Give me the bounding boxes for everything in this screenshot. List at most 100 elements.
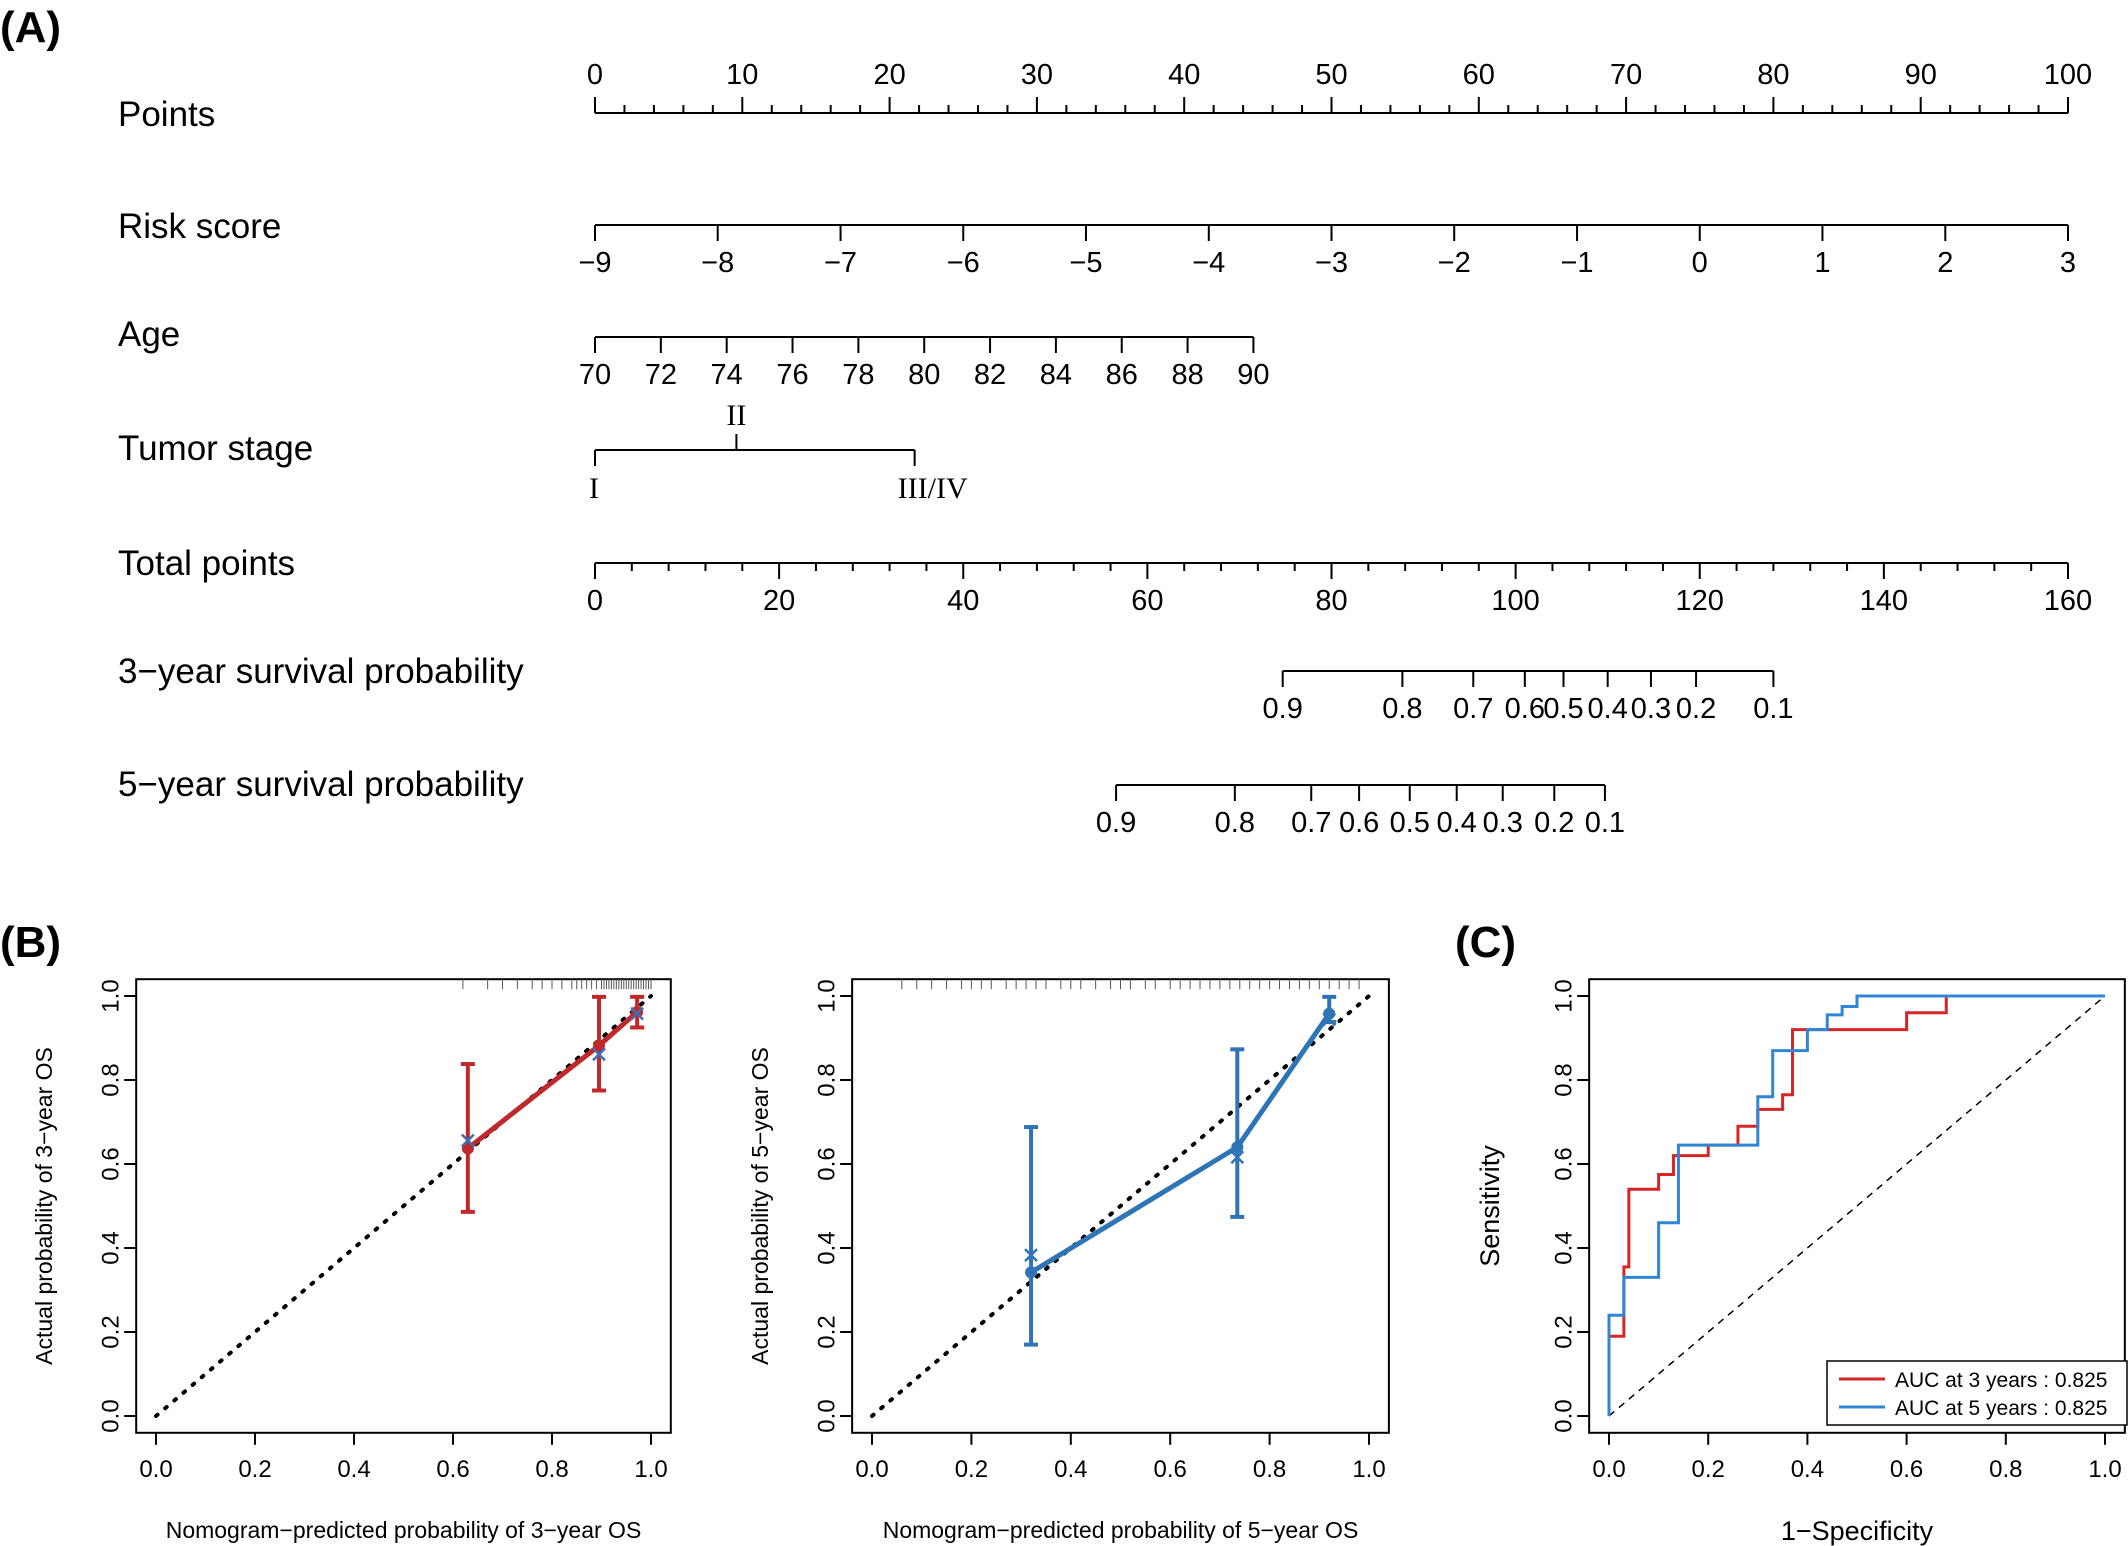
y-tick-label: 0.4: [813, 1231, 840, 1264]
nomogram-tick-label: −5: [1069, 247, 1102, 279]
nomogram-tick-label: 50: [1315, 59, 1347, 91]
y-axis-label: Actual probability of 5−year OS: [747, 1047, 773, 1365]
calibration-point: [593, 1039, 606, 1052]
nomogram-tick-label: 40: [947, 585, 979, 617]
nomogram-row-label: Total points: [118, 544, 295, 583]
nomogram-tick-label: 0.6: [1339, 807, 1379, 839]
y-tick-label: 0.0: [1551, 1399, 1578, 1432]
nomogram-tick-label: 60: [1463, 59, 1495, 91]
plot-frame: [1588, 978, 2126, 1434]
panel-label-a: (A): [0, 3, 61, 52]
nomogram-tick-label: II: [726, 399, 746, 432]
x-axis-label: Nomogram−predicted probability of 3−year…: [166, 1517, 642, 1543]
nomogram-tick-label: 100: [2044, 59, 2092, 91]
x-tick-label: 0.8: [1253, 1456, 1286, 1483]
nomogram-tick-label: 60: [1131, 585, 1163, 617]
nomogram-tick-label: 84: [1040, 359, 1072, 391]
nomogram-row-label: Age: [118, 315, 180, 354]
y-tick-label: 0.2: [98, 1315, 125, 1348]
legend-entry: AUC at 3 years : 0.825: [1895, 1369, 2107, 1392]
calibration-line: [466, 1010, 639, 1151]
nomogram-tick-label: 0.4: [1437, 807, 1477, 839]
nomogram-tick-label: 86: [1106, 359, 1138, 391]
reference-diagonal: [1608, 995, 2106, 1417]
x-tick-label: 0.2: [955, 1456, 988, 1483]
roc-panel: (C) 0.0 0.0 0.2 0.2 0.4 0.4 0.6 0.6 0.8 0.8 1.0 1.0…: [1455, 918, 2128, 1546]
nomogram-tick-label: 82: [974, 359, 1006, 391]
bias-corrected-mark: [1024, 1248, 1038, 1263]
roc-plot: 0.0 0.0 0.2 0.2 0.4 0.4 0.6 0.6 0.8 0.8 1.0 1.0 1−Sp…: [1475, 978, 2128, 1546]
y-tick-label: 0.6: [1551, 1147, 1578, 1180]
y-tick-label: 0.0: [813, 1399, 840, 1432]
legend-entry: AUC at 5 years : 0.825: [1895, 1397, 2107, 1420]
nomogram-tick-label: 0.9: [1096, 807, 1136, 839]
plot-frame: [135, 978, 672, 1434]
nomogram-tick-label: 74: [711, 359, 743, 391]
nomogram-tick-label: 0.1: [1585, 807, 1625, 839]
x-tick-label: 0.6: [1154, 1456, 1187, 1483]
nomogram-tick-label: 0.4: [1588, 693, 1628, 725]
nomogram-row-label: 3−year survival probability: [118, 652, 524, 691]
reference-diagonal: [870, 994, 1371, 1418]
nomogram-tick-label: 0.1: [1753, 693, 1793, 725]
roc-curve: [1607, 994, 2105, 1416]
nomogram-tick-label: 0: [587, 59, 603, 91]
nomogram-tick-label: 10: [726, 59, 758, 91]
nomogram-tick-label: 80: [1315, 585, 1347, 617]
legend-box: [1826, 1360, 2128, 1426]
nomogram-tick-label: 0.8: [1382, 693, 1422, 725]
y-tick-label: 0.4: [98, 1231, 125, 1264]
calibration-3-year-plot: 0.0 0.0 0.2 0.2 0.4 0.4 0.6 0.6 0.8 0.8 1.0 1.0 Nomo…: [31, 978, 672, 1543]
nomogram-tick-label: −4: [1192, 247, 1225, 279]
nomogram-tick-label: 88: [1171, 359, 1203, 391]
x-tick-label: 1.0: [1352, 1456, 1385, 1483]
bias-corrected-mark: [1230, 1150, 1245, 1165]
nomogram-row-label: Risk score: [118, 207, 281, 246]
nomogram-row-label: Points: [118, 95, 215, 134]
nomogram-row-label: Tumor stage: [118, 429, 313, 468]
calibration-line: [1029, 1012, 1332, 1275]
nomogram-tick-label: −6: [947, 247, 980, 279]
x-axis-label: Nomogram−predicted probability of 5−year…: [883, 1517, 1359, 1543]
x-tick-label: 0.2: [1692, 1456, 1725, 1483]
nomogram-tick-label: −2: [1438, 247, 1471, 279]
nomogram-tick-label: 78: [842, 359, 874, 391]
bias-corrected-mark: [460, 1133, 475, 1148]
calibration-point: [1025, 1266, 1038, 1279]
bias-corrected-mark: [1322, 1012, 1337, 1027]
nomogram-row-label: 5−year survival probability: [118, 765, 524, 804]
y-tick-label: 1.0: [98, 979, 125, 1012]
x-tick-label: 0.0: [1592, 1456, 1625, 1483]
y-tick-label: 0.2: [1551, 1315, 1578, 1348]
nomogram-tick-label: −7: [824, 247, 857, 279]
x-tick-label: 0.0: [855, 1456, 888, 1483]
bias-corrected-mark: [592, 1047, 606, 1062]
calibration-point: [461, 1142, 474, 1155]
nomogram-tick-label: 0: [587, 585, 603, 617]
calibration-5-year-plot: 0.0 0.0 0.2 0.2 0.4 0.4 0.6 0.6 0.8 0.8 1.0 1.0 Nomo…: [747, 978, 1390, 1543]
x-tick-label: 1.0: [2088, 1456, 2121, 1483]
y-tick-label: 1.0: [813, 979, 840, 1012]
nomogram-tick-label: −8: [701, 247, 734, 279]
y-axis-label: Actual probability of 3−year OS: [31, 1047, 57, 1365]
y-tick-label: 0.8: [1551, 1063, 1578, 1096]
y-tick-label: 0.0: [98, 1399, 125, 1432]
bias-corrected-mark: [630, 1006, 645, 1021]
panel-label-b: (B): [0, 918, 61, 967]
nomogram-tick-label: I: [589, 472, 599, 505]
nomogram-tick-label: 0: [1692, 247, 1708, 279]
nomogram-tick-label: 160: [2044, 585, 2092, 617]
x-axis-label: 1−Specificity: [1781, 1516, 1934, 1546]
nomogram-tick-label: 0.7: [1291, 807, 1331, 839]
x-tick-label: 0.6: [1890, 1456, 1923, 1483]
nomogram-tick-label: 0.5: [1390, 807, 1430, 839]
nomogram-tick-label: 0.5: [1543, 693, 1583, 725]
x-tick-label: 0.6: [436, 1456, 469, 1483]
roc-curve: [1607, 994, 2105, 1416]
nomogram-tick-label: 0.2: [1534, 807, 1574, 839]
y-tick-label: 0.8: [98, 1063, 125, 1096]
nomogram-tick-label: 30: [1021, 59, 1053, 91]
calibration-point: [1231, 1141, 1244, 1154]
